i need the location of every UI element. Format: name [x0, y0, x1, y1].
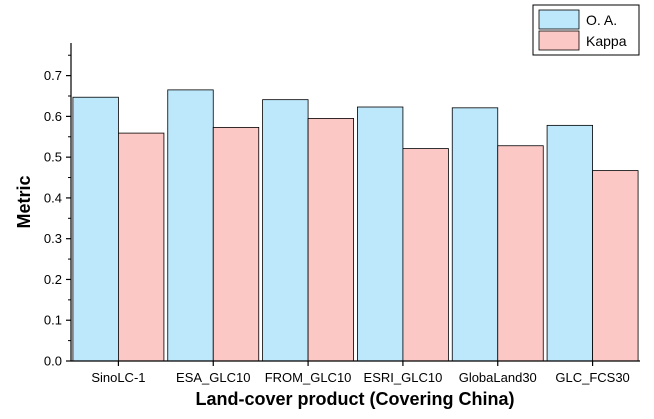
legend-label-oa: O. A. [586, 12, 617, 28]
bar-kappa [402, 148, 449, 362]
y-tick-label: 0.0 [44, 354, 62, 369]
y-tick-label: 0.7 [44, 68, 62, 83]
x-tick-label: ESRI_GLC10 [364, 370, 443, 385]
legend: O. A. Kappa [532, 4, 640, 56]
bar-kappa [497, 145, 544, 362]
y-tick-label: 0.6 [44, 109, 62, 124]
bar-kappa [307, 118, 354, 362]
bar-kappa [118, 132, 165, 362]
y-tick-label: 0.3 [44, 231, 62, 246]
x-tick-label: ESA_GLC10 [176, 370, 250, 385]
y-tick-label: 0.1 [44, 313, 62, 328]
y-tick-label: 0.4 [44, 190, 62, 205]
bar-kappa [212, 126, 260, 362]
y-tick-label: 0.2 [44, 272, 62, 287]
bar-kappa [592, 170, 639, 362]
bar-oa [72, 96, 119, 362]
x-tick-label: GLC_FCS30 [555, 370, 629, 385]
legend-swatch-kappa [538, 30, 580, 51]
legend-label-kappa: Kappa [586, 33, 627, 49]
bar-oa [546, 124, 593, 362]
x-tick-label: GlobaLand30 [459, 370, 537, 385]
y-tick-label: 0.5 [44, 150, 62, 165]
x-axis-title: Land-cover product (Covering China) [195, 389, 514, 409]
bar-oa [357, 106, 404, 362]
bars-layer [72, 89, 639, 362]
bar-oa [262, 99, 309, 362]
legend-swatch-oa [538, 9, 580, 30]
y-axis-title: Metric [14, 175, 34, 228]
bar-oa [167, 89, 214, 362]
x-tick-label: FROM_GLC10 [265, 370, 352, 385]
x-tick-label: SinoLC-1 [91, 370, 145, 385]
y-ticks: 0.0 0.1 0.2 0.3 0.4 0.5 0.6 0.7 [44, 54, 71, 369]
x-ticks: SinoLC-1 ESA_GLC10 FROM_GLC10 ESRI_GLC10 Glo… [91, 361, 630, 385]
bar-oa [451, 107, 499, 362]
